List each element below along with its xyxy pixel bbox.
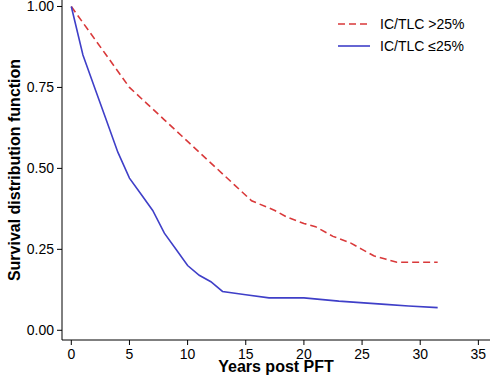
x-tick-label: 25 <box>354 346 370 362</box>
x-tick <box>129 340 130 345</box>
y-tick <box>57 87 62 88</box>
y-tick <box>57 249 62 250</box>
legend-swatch <box>338 23 370 25</box>
y-axis-title: Survival distribution function <box>6 59 23 281</box>
x-tick-label: 0 <box>67 346 75 362</box>
legend-label: IC/TLC ≤25% <box>380 38 464 54</box>
y-tick-label: 0.50 <box>27 160 54 176</box>
x-tick <box>362 340 363 345</box>
chart: 0.000.250.500.751.0005101520253035Years … <box>0 0 500 375</box>
x-tick-label: 5 <box>126 346 134 362</box>
x-tick <box>71 340 72 345</box>
x-tick <box>187 340 188 345</box>
x-tick-label: 10 <box>180 346 196 362</box>
x-tick-label: 35 <box>471 346 487 362</box>
y-tick-label: 1.00 <box>27 0 54 14</box>
x-tick <box>420 340 421 345</box>
y-axis <box>62 0 63 340</box>
x-tick-label: 30 <box>412 346 428 362</box>
y-tick <box>57 6 62 7</box>
x-axis-title: Years post PFT <box>218 358 334 375</box>
y-tick-label: 0.25 <box>27 241 54 257</box>
y-tick-label: 0.75 <box>27 79 54 95</box>
x-tick <box>245 340 246 345</box>
legend-label: IC/TLC >25% <box>380 16 464 32</box>
y-tick-label: 0.00 <box>27 322 54 338</box>
x-tick <box>478 340 479 345</box>
legend-swatch <box>338 45 370 47</box>
y-tick <box>57 330 62 331</box>
x-tick <box>303 340 304 345</box>
x-axis <box>62 340 490 341</box>
y-tick <box>57 168 62 169</box>
